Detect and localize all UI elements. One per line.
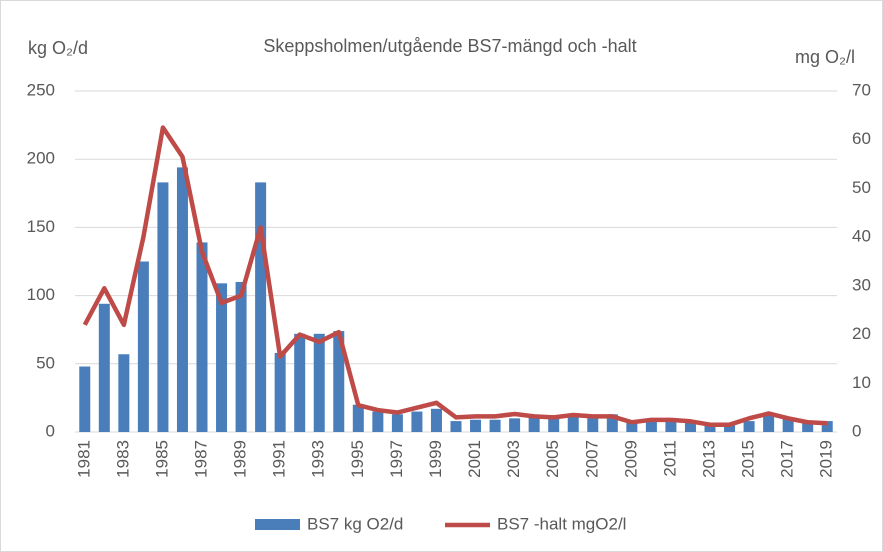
x-tick-label: 2015	[739, 440, 758, 478]
bar	[724, 423, 736, 432]
bar	[391, 414, 403, 432]
bar	[763, 415, 775, 432]
y2-tick-label: 60	[852, 129, 871, 148]
bar	[489, 419, 501, 432]
bar	[235, 281, 247, 432]
bar	[98, 303, 110, 432]
x-tick-label: 2013	[699, 440, 718, 478]
bar	[802, 421, 814, 432]
y-tick-label: 200	[27, 149, 55, 168]
y2-tick-label: 10	[852, 373, 871, 392]
bar	[137, 261, 149, 432]
x-tick-label: 2005	[543, 440, 562, 478]
bar	[176, 167, 188, 432]
bar	[626, 422, 638, 432]
x-tick-label: 2009	[621, 440, 640, 478]
y2-tick-label: 20	[852, 324, 871, 343]
bar	[313, 333, 325, 432]
y-tick-label: 150	[27, 217, 55, 236]
bar	[684, 421, 696, 432]
x-tick-label: 1987	[191, 440, 210, 478]
x-tick-label: 1999	[426, 440, 445, 478]
bar	[294, 333, 306, 432]
y-tick-label: 100	[27, 285, 55, 304]
bar	[196, 242, 208, 432]
bar	[665, 419, 677, 432]
bar	[743, 421, 755, 432]
bar	[704, 423, 716, 432]
bar	[567, 416, 579, 432]
bar	[118, 354, 130, 432]
x-tick-label: 1993	[309, 440, 328, 478]
y2-tick-label: 0	[852, 421, 861, 440]
bar	[216, 283, 228, 432]
bar	[782, 418, 794, 432]
y2-tick-label: 30	[852, 275, 871, 294]
y2-tick-label: 70	[852, 80, 871, 99]
x-tick-label: 1997	[387, 440, 406, 478]
bar	[450, 421, 462, 432]
y-tick-label: 0	[46, 421, 55, 440]
bar	[157, 182, 169, 432]
x-tick-label: 2017	[778, 440, 797, 478]
bar	[528, 416, 540, 432]
bar	[333, 331, 345, 432]
bar	[470, 419, 482, 432]
x-tick-label: 2003	[504, 440, 523, 478]
bar	[548, 418, 560, 432]
x-tick-label: 1981	[74, 440, 93, 478]
bar	[821, 421, 833, 432]
bar	[79, 366, 91, 432]
bar	[255, 182, 267, 432]
bar	[352, 404, 364, 432]
y-tick-label: 50	[36, 353, 55, 372]
y2-axis-label: mg O₂/l	[795, 47, 855, 67]
legend-swatch	[255, 519, 300, 530]
y2-tick-label: 40	[852, 227, 871, 246]
y-axis-label: kg O₂/d	[28, 38, 88, 58]
y2-tick-label: 50	[852, 178, 871, 197]
bar	[274, 352, 286, 432]
bar	[606, 414, 618, 432]
bar	[509, 418, 521, 432]
chart-title: Skeppsholmen/utgående BS7-mängd och -hal…	[263, 36, 636, 56]
x-tick-label: 2007	[582, 440, 601, 478]
line	[82, 125, 828, 427]
bar	[587, 415, 599, 432]
bar	[430, 408, 442, 432]
bar	[411, 411, 423, 432]
y-tick-label: 250	[27, 80, 55, 99]
bar	[645, 419, 657, 432]
legend-label: BS7 kg O2/d	[307, 514, 403, 533]
x-tick-label: 1983	[113, 440, 132, 478]
x-tick-label: 2001	[465, 440, 484, 478]
x-tick-label: 1995	[348, 440, 367, 478]
x-tick-label: 2019	[817, 440, 836, 478]
x-tick-label: 1991	[270, 440, 289, 478]
x-tick-label: 2011	[660, 440, 679, 477]
x-tick-label: 1989	[231, 440, 250, 478]
x-tick-label: 1985	[152, 440, 171, 478]
legend-label: BS7 -halt mgO2/l	[497, 514, 626, 533]
bar	[372, 411, 384, 432]
